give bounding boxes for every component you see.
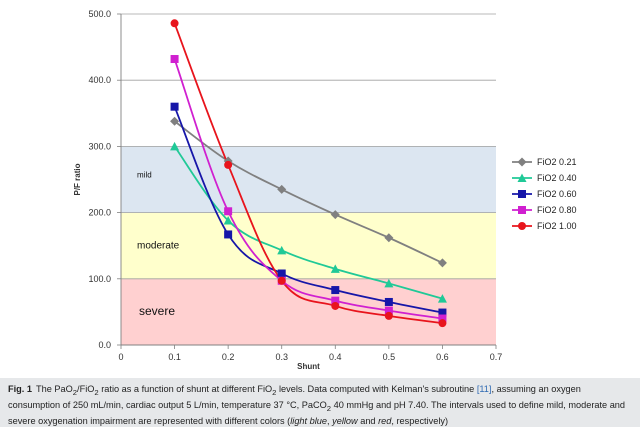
y-tick-label: 100.0 — [88, 274, 111, 284]
caption-text: The PaO — [36, 384, 73, 394]
x-axis-title: Shunt — [297, 362, 320, 371]
y-tick-label: 200.0 — [88, 208, 111, 218]
caption-subscript: 2 — [326, 403, 332, 413]
caption-color-name: red — [378, 415, 392, 426]
band-label-moderate: moderate — [137, 241, 180, 252]
caption-color-name: light blue — [290, 415, 328, 426]
data-point — [437, 258, 447, 268]
data-point — [438, 319, 447, 328]
data-point — [170, 141, 180, 151]
data-point — [224, 230, 233, 239]
x-tick-label: 0.7 — [490, 352, 503, 362]
x-tick-label: 0.4 — [329, 352, 342, 362]
caption-subscript: 2 — [272, 387, 277, 397]
legend-marker — [518, 222, 526, 230]
data-point — [223, 216, 233, 225]
legend-marker — [517, 173, 527, 182]
data-point — [170, 19, 179, 28]
data-point — [277, 276, 286, 285]
caption-text: ratio as a function of shunt at differen… — [98, 384, 273, 394]
y-tick-label: 0.0 — [98, 340, 111, 350]
x-tick-label: 0 — [118, 352, 123, 362]
caption-subscript: 2 — [72, 387, 78, 397]
legend-entry-label: FiO2 1.00 — [537, 221, 577, 231]
legend-entry-label: FiO2 0.21 — [537, 157, 577, 167]
data-point — [330, 210, 340, 220]
axes: 0.0 100.0 200.0 300.0 400.0 500.0 0 0.1 0.2 0.3 0.… — [73, 9, 502, 371]
band-moderate — [121, 212, 496, 279]
data-point — [170, 116, 180, 126]
x-tick-label: 0.6 — [436, 352, 449, 362]
legend-entry-label: FiO2 0.60 — [537, 189, 577, 199]
data-point — [331, 286, 340, 295]
legend-entry-label: FiO2 0.40 — [537, 173, 577, 183]
caption-text: , respectively) — [391, 415, 449, 426]
series-markers — [170, 19, 447, 328]
figure-caption: Fig. 1 The PaO2/FiO2 ratio as a function … — [0, 378, 640, 427]
data-point — [331, 301, 340, 310]
data-point — [384, 233, 394, 243]
figure-label: Fig. 1 — [8, 384, 32, 394]
data-point — [277, 184, 287, 194]
x-tick-label: 0.3 — [275, 352, 288, 362]
data-point — [277, 269, 286, 278]
caption-text: 40 mmHg and pH 7.40. The intervals used … — [8, 399, 626, 426]
data-point — [384, 278, 394, 288]
pf-ratio-chart: mild moderate severe 0.0 100.0 200.0 300.0 400… — [73, 9, 577, 371]
grid-lines — [121, 13, 496, 280]
data-point — [331, 296, 340, 305]
band-label-mild: mild — [137, 171, 152, 180]
caption-text: levels. Data computed with Kelman's subr… — [276, 384, 477, 394]
data-point — [384, 311, 393, 320]
legend-marker — [518, 190, 526, 198]
x-tick-label: 0.1 — [168, 352, 181, 362]
legend-marker — [518, 206, 526, 214]
band-label-severe: severe — [139, 304, 175, 318]
x-tick-label: 0.5 — [383, 352, 396, 362]
caption-text: , assuming an oxygen consumption of 250 … — [8, 384, 581, 410]
series-line — [174, 120, 443, 264]
y-axis-title: P/F ratio — [73, 163, 82, 195]
x-tick-label: 0.2 — [222, 352, 235, 362]
data-point — [224, 160, 233, 169]
caption-text: , — [327, 415, 333, 426]
legend-marker — [517, 157, 527, 167]
data-point — [384, 297, 393, 306]
data-point — [170, 102, 179, 111]
y-tick-label: 400.0 — [88, 75, 111, 85]
data-point — [438, 308, 447, 317]
y-tick-label: 500.0 — [88, 9, 111, 19]
caption-text: /FiO — [77, 384, 95, 394]
caption-subscript: 2 — [94, 387, 99, 397]
data-point — [437, 294, 447, 303]
data-point — [330, 264, 340, 273]
legend-entry-label: FiO2 0.80 — [537, 205, 577, 215]
legend: FiO2 0.21 FiO2 0.40 FiO2 0.60 FiO2 0.80 FiO2… — [512, 157, 577, 231]
caption-text: and — [357, 415, 379, 426]
data-point — [277, 245, 287, 255]
chart-area: mild moderate severe 0.0 100.0 200.0 300.0 400… — [73, 9, 577, 371]
data-point — [384, 306, 393, 315]
data-point — [438, 314, 447, 323]
data-point — [170, 55, 179, 64]
reference-link[interactable]: [11] — [476, 384, 492, 394]
data-point — [224, 207, 233, 216]
band-severe — [121, 278, 496, 345]
caption-color-name: yellow — [332, 415, 358, 426]
y-tick-label: 300.0 — [88, 141, 111, 151]
severity-bands: mild moderate severe — [121, 146, 496, 345]
